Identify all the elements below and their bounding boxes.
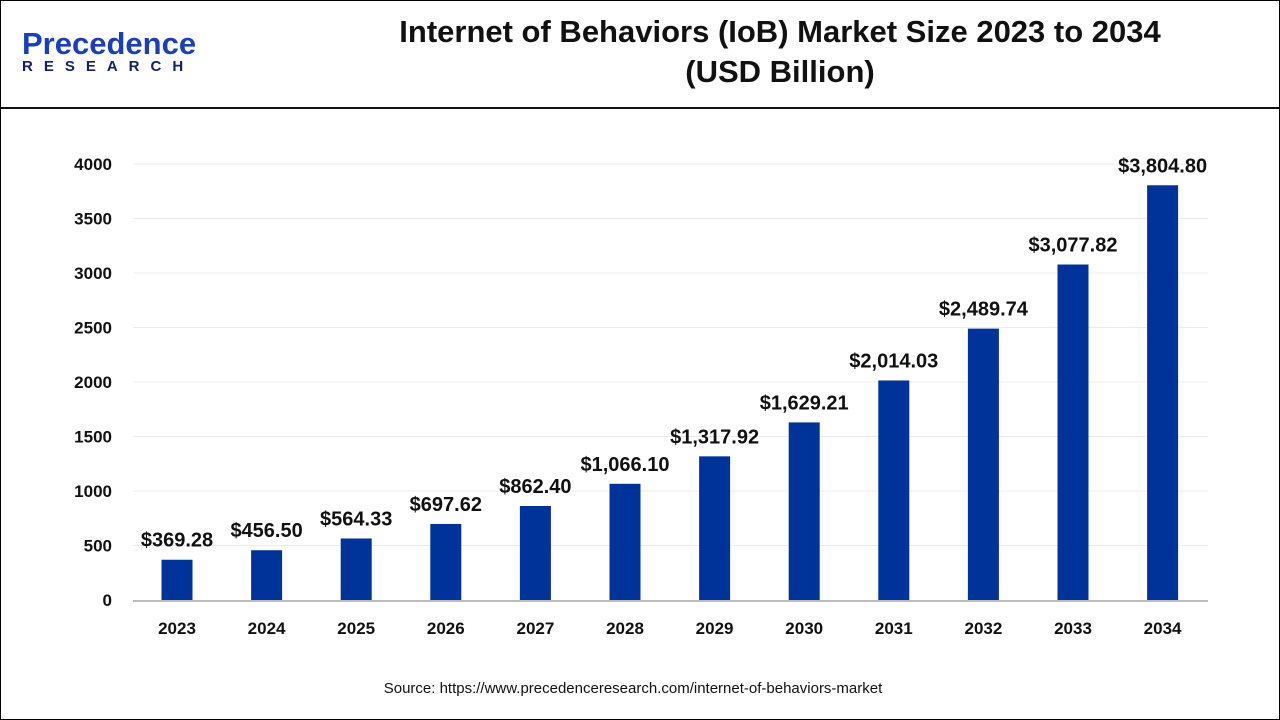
x-tick-label: 2028 <box>606 619 644 638</box>
logo-sub: RESEARCH <box>22 58 195 75</box>
title-line-2: (USD Billion) <box>685 54 875 89</box>
bar-2029 <box>699 456 731 600</box>
data-label: $3,804.80 <box>1118 155 1207 177</box>
y-tick-label: 2500 <box>74 319 112 338</box>
y-tick-label: 1500 <box>74 428 112 447</box>
y-tick-label: 3500 <box>74 210 112 229</box>
y-tick-label: 500 <box>84 537 112 556</box>
header: Precedence RESEARCH Internet of Behavior… <box>0 0 1280 109</box>
data-label: $862.40 <box>499 476 571 498</box>
data-label: $1,629.21 <box>760 392 849 414</box>
bar-2025 <box>340 538 372 600</box>
x-tick-label: 2026 <box>427 619 465 638</box>
title-line-1: Internet of Behaviors (IoB) Market Size … <box>399 14 1161 49</box>
logo: Precedence RESEARCH <box>22 26 197 76</box>
bar-2024 <box>251 550 283 600</box>
chart-title: Internet of Behaviors (IoB) Market Size … <box>280 12 1280 92</box>
logo-brand: Precedence <box>22 26 197 61</box>
data-label: $697.62 <box>410 494 482 516</box>
y-tick-label: 3000 <box>74 264 112 283</box>
data-label: $3,077.82 <box>1029 235 1118 257</box>
x-tick-label: 2030 <box>785 619 823 638</box>
bar-2026 <box>430 523 462 600</box>
x-tick-label: 2025 <box>337 619 375 638</box>
x-tick-label: 2024 <box>248 619 286 638</box>
bar-2033 <box>1057 264 1089 600</box>
x-tick-label: 2032 <box>964 619 1002 638</box>
x-tick-label: 2033 <box>1054 619 1092 638</box>
data-label: $2,014.03 <box>849 350 938 372</box>
bar-2034 <box>1147 185 1179 600</box>
y-tick-label: 0 <box>103 591 112 610</box>
data-label: $564.33 <box>320 508 392 530</box>
data-label: $1,317.92 <box>670 426 759 448</box>
y-tick-label: 2000 <box>74 373 112 392</box>
x-tick-label: 2034 <box>1144 619 1182 638</box>
source-text: Source: https://www.precedenceresearch.c… <box>383 680 883 697</box>
x-tick-label: 2027 <box>516 619 554 638</box>
bar-2031 <box>878 380 910 600</box>
bar-2030 <box>788 422 820 600</box>
bar-2027 <box>519 505 551 600</box>
data-label: $1,066.10 <box>581 454 670 476</box>
bar-2023 <box>161 559 193 600</box>
x-tick-label: 2029 <box>696 619 734 638</box>
data-label: $2,489.74 <box>939 299 1029 321</box>
bar-2028 <box>609 483 641 600</box>
y-tick-label: 1000 <box>74 482 112 501</box>
data-label: $456.50 <box>230 520 302 542</box>
data-label: $369.28 <box>141 530 213 552</box>
x-tick-label: 2031 <box>875 619 913 638</box>
x-tick-label: 2023 <box>158 619 196 638</box>
bar-2032 <box>967 328 999 600</box>
y-tick-label: 4000 <box>74 155 112 174</box>
